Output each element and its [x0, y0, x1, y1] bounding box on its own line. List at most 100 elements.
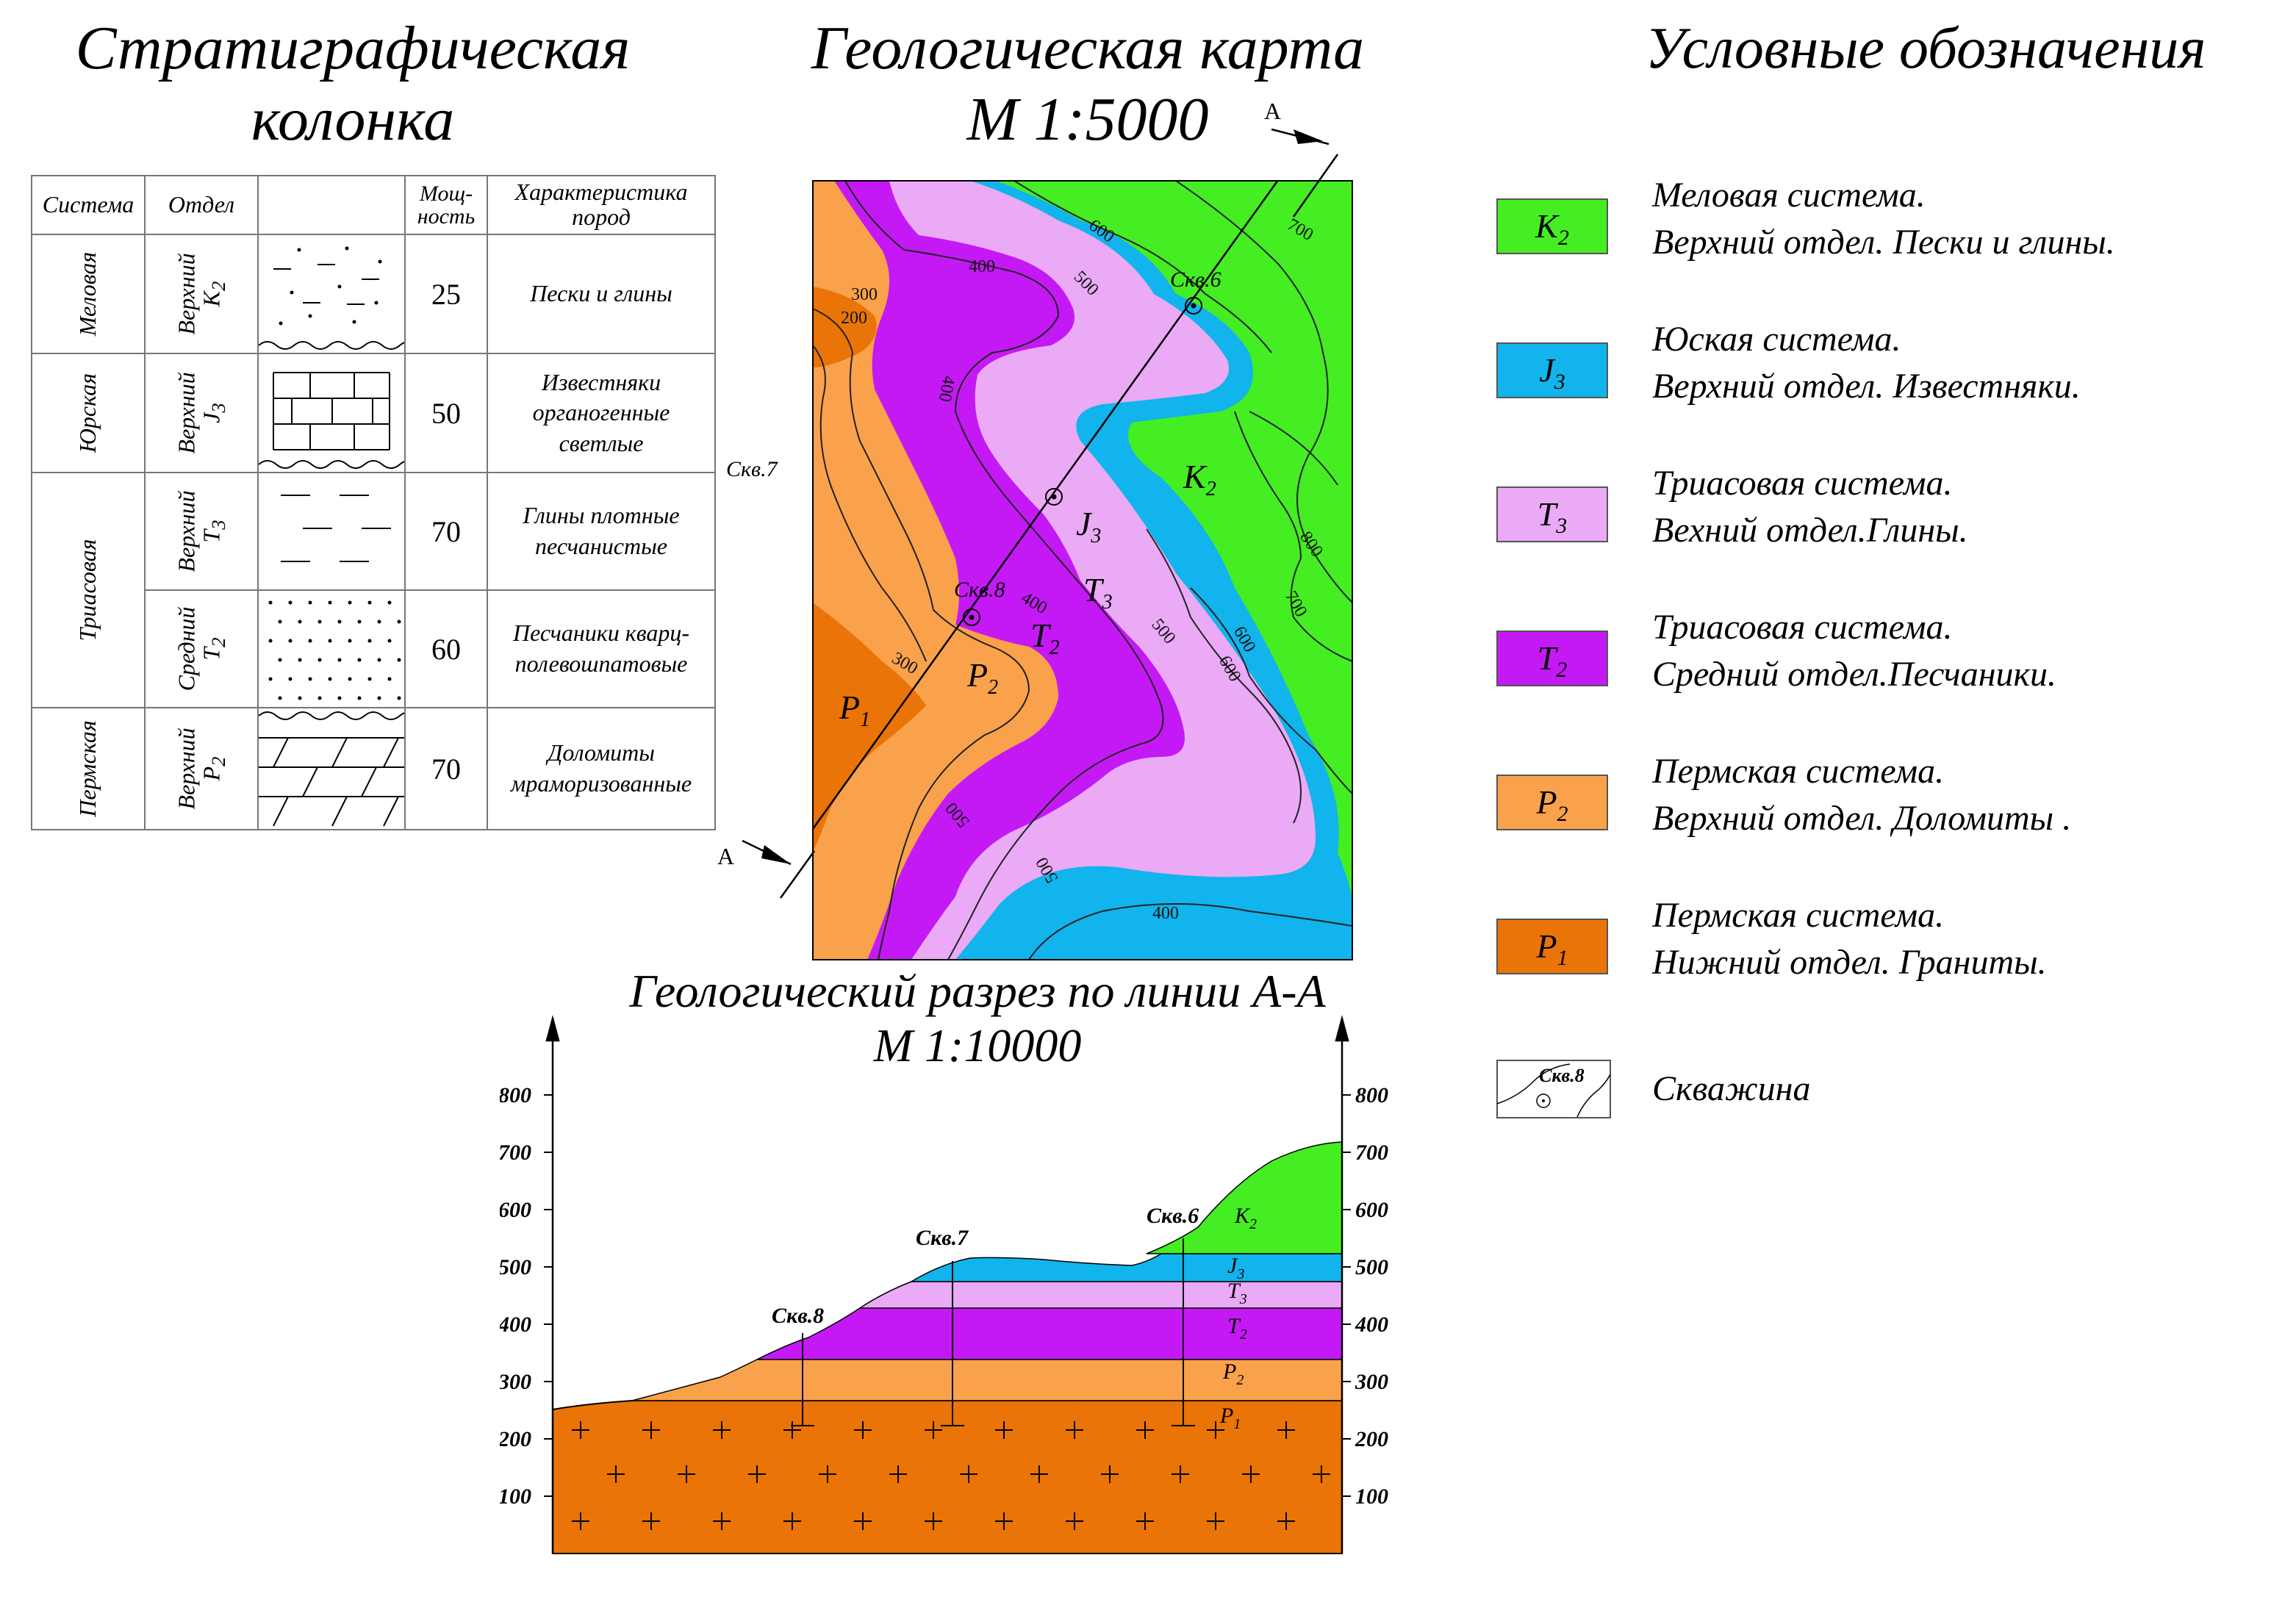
system-cell-cretaceous: Меловая — [31, 234, 146, 354]
well-symbol-icon: Скв.8 — [1496, 1060, 1611, 1118]
section-letter-south: А — [717, 843, 734, 869]
contour-label: 400 — [935, 374, 958, 403]
axis-tick-label-left: 500 — [500, 1255, 531, 1279]
map-unit-P1-south — [813, 603, 926, 852]
section-line — [813, 181, 1279, 831]
axis-tick-label-right: 400 — [1355, 1312, 1388, 1337]
axis-tick-label-right: 500 — [1355, 1255, 1388, 1279]
axis-tick-label-right: 100 — [1355, 1484, 1388, 1509]
lithology-pattern-dolomite — [257, 707, 406, 830]
lithology-pattern-clay — [257, 472, 406, 591]
strat-row: Юрская Верхний J3 50 Известняки органоген… — [31, 353, 716, 473]
section-layer-label: T3 — [1227, 1279, 1247, 1307]
strat-row: Триасовая Верхний T3 70 Глины плотные пес… — [31, 472, 716, 708]
lithology-pattern-limestone — [257, 353, 406, 473]
contour-label: 300 — [851, 285, 878, 304]
strat-row: Пермская Верхний P2 70 Доломиты мраморизо… — [31, 707, 716, 830]
strat-row: Средний T2 60 Песчаники кварц- полевошпат… — [32, 589, 716, 708]
division-label: Верхний P2 — [173, 728, 229, 810]
division-cell: Средний T2 — [144, 589, 259, 708]
section-layer-label: J3 — [1227, 1254, 1244, 1282]
strat-title-line1: Стратиграфическая — [75, 14, 631, 82]
description-cell: Доломиты мраморизованные — [487, 707, 716, 830]
section-layer-T3 — [858, 1281, 1343, 1309]
axis-tick-label-right: 700 — [1355, 1141, 1388, 1165]
section-layers — [552, 1141, 1343, 1554]
section-layer-K2 — [1146, 1141, 1343, 1254]
lithology-pattern-sand — [257, 234, 406, 354]
map-unit-P2 — [813, 181, 1058, 960]
section-axis-labels: 800 800 700 700 600 600 500 500 400 400 300 300 200 2… — [500, 1083, 1388, 1509]
strat-table: Система Отдел Мощ- ность Характеристика … — [31, 175, 716, 830]
section-layer-label: K2 — [1234, 1204, 1257, 1232]
section-layer-P2 — [631, 1359, 1343, 1401]
contour-label: 700 — [1281, 588, 1311, 620]
map-label-P1: P1 — [839, 689, 870, 731]
system-label: Меловая — [74, 251, 101, 337]
map-unit-T2 — [813, 181, 1185, 960]
division-label: Верхний K2 — [173, 253, 229, 335]
legend-title: Условные обозначения — [1645, 16, 2206, 81]
strat-header-row: Система Отдел Мощ- ность Характеристика … — [31, 175, 716, 235]
legend-text: Триасовая система. Вехний отдел.Глины. — [1652, 464, 1968, 550]
map-title-line2: М 1:5000 — [966, 85, 1209, 154]
well-sample-label: Скв.8 — [1539, 1065, 1585, 1086]
map-units — [813, 181, 1352, 960]
description-cell: Глины плотные песчанистые — [487, 472, 716, 591]
legend-text: Триасовая система. Средний отдел.Песчаник… — [1652, 608, 2056, 694]
legend-swatch: K2 — [1496, 198, 1608, 254]
system-cell-permian: Пермская — [31, 707, 146, 830]
section-well-label: Скв.8 — [772, 1304, 824, 1328]
header-system: Система — [31, 175, 146, 235]
contour-label: 500 — [1033, 854, 1063, 886]
legend-swatch: P2 — [1496, 775, 1608, 830]
contour-label: 500 — [1147, 615, 1179, 647]
contour-label: 300 — [889, 649, 921, 679]
header-thickness: Мощ- ность — [404, 175, 488, 235]
legend-text: Юская система. Верхний отдел. Известняки. — [1652, 320, 2081, 406]
division-label: Средний T2 — [173, 606, 229, 692]
section-layer-label: P2 — [1222, 1359, 1244, 1388]
strat-row: Меловая Верхний K2 25 Пески и глины — [31, 234, 716, 354]
section-layer-T2 — [756, 1307, 1343, 1360]
strat-title-line2: колонка — [251, 85, 455, 154]
thickness-cell: 50 — [404, 353, 488, 473]
system-label: Юрская — [74, 373, 101, 453]
system-cell-triassic: Триасовая — [31, 472, 146, 708]
section-well-label: Скв.6 — [1147, 1204, 1199, 1228]
contour-label: 600 — [1215, 653, 1245, 685]
thickness-cell: 70 — [404, 472, 488, 591]
section-wells — [791, 1238, 1195, 1426]
contour-label: 400 — [1152, 904, 1179, 923]
map-unit-T3 — [813, 181, 1316, 960]
section-title-line2: М 1:10000 — [873, 1019, 1082, 1071]
axis-tick-label-left: 200 — [500, 1427, 531, 1451]
legend-swatch: P1 — [1496, 919, 1608, 974]
map-well-label: Скв.7 — [726, 457, 779, 481]
contour-label: 200 — [841, 309, 867, 328]
system-label: Триасовая — [74, 539, 101, 642]
thickness-cell: 60 — [404, 589, 488, 708]
cross-section: 800 800 700 700 600 600 500 500 400 400 300 300 200 2… — [500, 1015, 1388, 1554]
legend-well-text: Скважина — [1652, 1069, 1811, 1108]
axis-tick-label-right: 600 — [1355, 1198, 1388, 1222]
contour-label: 600 — [1230, 623, 1260, 655]
header-division: Отдел — [144, 175, 259, 235]
system-label: Пермская — [74, 720, 101, 817]
contour-label: 700 — [1284, 215, 1316, 245]
map-label-T2: T2 — [1030, 617, 1060, 659]
map-well-label: Скв.8 — [954, 578, 1005, 602]
division-label: Верхний T3 — [173, 490, 229, 572]
contour-label: 600 — [1086, 216, 1118, 247]
axis-tick-label-left: 300 — [500, 1370, 531, 1394]
map-label-P2: P2 — [966, 656, 998, 699]
division-label: Верхний J3 — [173, 372, 229, 454]
legend-swatch: J3 — [1496, 342, 1608, 398]
description-cell: Пески и глины — [487, 234, 716, 354]
legend-swatch: T2 — [1496, 631, 1608, 686]
header-characteristic: Характеристика пород — [487, 175, 716, 235]
division-cell: Верхний K2 — [144, 234, 259, 354]
legend-swatch: T3 — [1496, 486, 1608, 542]
legend-text: Пермская система. Верхний отдел. Доломиты… — [1652, 752, 2072, 838]
map-label-T3: T3 — [1083, 571, 1113, 614]
